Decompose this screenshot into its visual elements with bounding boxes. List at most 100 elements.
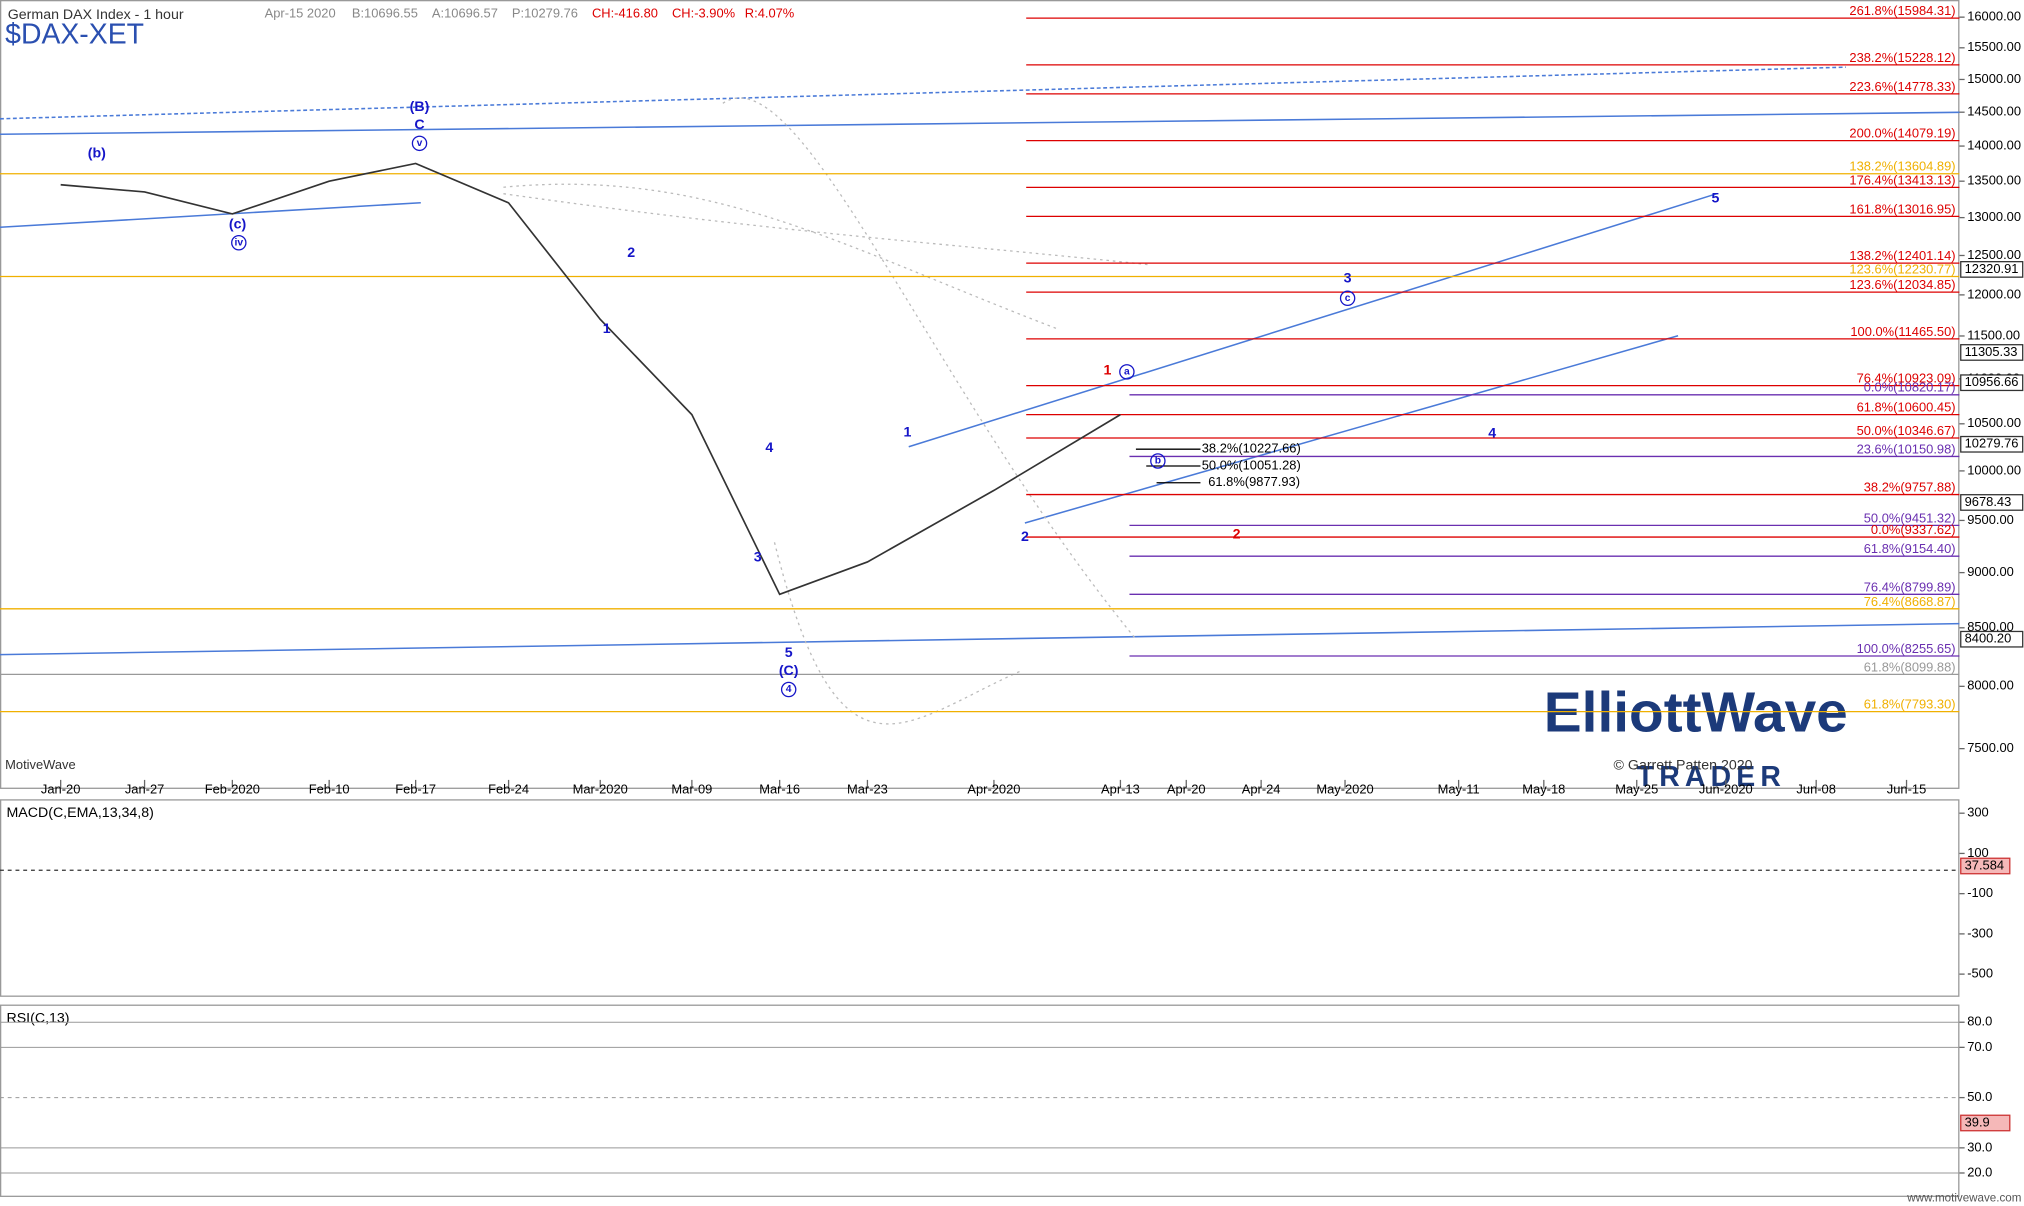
- wave-label: c: [1345, 293, 1351, 304]
- wave-label: 5: [1712, 191, 1720, 207]
- fib-label: 123.6%(12034.85): [1849, 277, 1955, 292]
- wave-circle: [1339, 290, 1356, 307]
- y-tick-label: 11500.00: [1967, 327, 2020, 342]
- wave-label: (b): [88, 145, 106, 161]
- y-tick-label: 80.0: [1967, 1014, 1992, 1029]
- wave-label: (c): [229, 216, 247, 232]
- y-tick-label: 50.0: [1967, 1089, 1992, 1104]
- wave-label: 1: [903, 424, 911, 440]
- fib-label: 23.6%(10150.98): [1857, 441, 1956, 456]
- wave-label: 2: [1233, 526, 1241, 542]
- value-tag-label: 37.584: [1965, 857, 2004, 872]
- y-tick-label: 8500.00: [1967, 619, 2014, 634]
- x-tick-label: Mar-16: [759, 782, 800, 797]
- moving-average: [503, 193, 1149, 266]
- x-tick-label: May-25: [1615, 782, 1658, 797]
- fib-label: 138.2%(12401.14): [1849, 248, 1955, 263]
- price-tag-label: 9678.43: [1965, 494, 2012, 509]
- trend-line: [0, 622, 1960, 656]
- fib-label: 61.8%(7793.30): [1864, 697, 1956, 712]
- rsi-panel: [0, 1004, 1960, 1197]
- macd-title: MACD(C,EMA,13,34,8): [6, 805, 153, 821]
- y-tick-label: 8000.00: [1967, 678, 2014, 693]
- price-tag: [1960, 374, 2024, 392]
- trend-lines: [0, 66, 1960, 656]
- header-field: B:10696.55: [352, 6, 418, 21]
- x-tick-label: Mar-23: [847, 782, 888, 797]
- fib-label: 61.8%(8099.88): [1864, 659, 1956, 674]
- fib-label: 123.6%(12230.77): [1849, 261, 1955, 276]
- wave-label: a: [1124, 367, 1130, 378]
- header-field: CH:-3.90%: [672, 6, 736, 21]
- fib-label: 223.6%(14778.33): [1849, 79, 1955, 94]
- y-tick-label: 13000.00: [1967, 209, 2021, 224]
- fib-label: 61.8%(10600.45): [1857, 400, 1956, 415]
- y-tick-label: 300: [1967, 805, 1989, 820]
- fib-label: 0.0%(9337.62): [1871, 522, 1956, 537]
- moving-averages: [503, 97, 1149, 725]
- wave-label: 3: [754, 550, 762, 566]
- wave-label: (B): [410, 99, 430, 115]
- y-tick-label: -500: [1967, 966, 1993, 981]
- price-tag: [1960, 494, 2024, 511]
- y-tick-label: 12500.00: [1967, 247, 2021, 262]
- fib-label: 50.0%(10346.67): [1857, 423, 1956, 438]
- watermark: MotiveWave: [5, 757, 76, 772]
- fib-label: 176.4%(13413.13): [1849, 172, 1955, 187]
- wave-label: C: [414, 117, 424, 133]
- logo-bottom: TRADER: [1637, 761, 1786, 793]
- fib-label: 38.2%(9757.88): [1864, 480, 1956, 495]
- trend-line: [0, 201, 421, 229]
- macd-panel: [0, 799, 1960, 997]
- x-tick-label: Feb-10: [309, 782, 350, 797]
- price-tag: [1960, 344, 2024, 361]
- fib-label: 100.0%(11465.50): [1850, 324, 1955, 339]
- wave-label: 3: [1344, 271, 1352, 287]
- x-tick-label: Jun-08: [1796, 782, 1835, 797]
- x-tick-label: Jan-27: [125, 782, 164, 797]
- x-tick-label: Mar-09: [671, 782, 712, 797]
- wave-label: 4: [786, 684, 792, 695]
- y-tick-label: -300: [1967, 925, 1993, 940]
- x-tick-label: Mar-2020: [573, 782, 628, 797]
- chart-title: German DAX Index - 1 hour: [8, 7, 184, 23]
- fib-label: 50.0%(9451.32): [1864, 510, 1956, 525]
- y-tick-label: 12000.00: [1967, 286, 2021, 301]
- small-fib-label: 38.2%(10227.66): [1202, 441, 1301, 456]
- header-field: A:10696.57: [432, 6, 498, 21]
- y-tick-label: 14500.00: [1967, 104, 2021, 119]
- y-tick-label: 16000.00: [1967, 9, 2021, 24]
- trend-line: [1024, 334, 1679, 524]
- header-field: Apr-15 2020: [265, 6, 336, 21]
- y-tick-label: 9000.00: [1967, 564, 2014, 579]
- y-tick-label: 9500.00: [1967, 512, 2014, 527]
- value-tag: [1960, 857, 2011, 875]
- y-tick-label: 15000.00: [1967, 71, 2021, 86]
- wave-circle: [1119, 364, 1135, 380]
- wave-label: 1: [603, 321, 611, 337]
- value-tag-label: 39.9: [1965, 1114, 1990, 1129]
- wave-label: (C): [779, 663, 799, 679]
- moving-average: [773, 542, 1021, 725]
- y-tick-label: 14000.00: [1967, 137, 2021, 152]
- x-tick-label: Feb-17: [395, 782, 436, 797]
- fib-label: 138.2%(13604.89): [1849, 159, 1955, 174]
- fib-label: 0.0%(10820.17): [1864, 380, 1956, 395]
- header-field: CH:-416.80: [592, 6, 658, 21]
- small-fib-label: 61.8%(9877.93): [1208, 474, 1300, 489]
- logo-top: ElliottWave: [1544, 682, 1848, 745]
- site: www.motivewave.com: [1906, 1191, 2021, 1204]
- y-tick-label: -100: [1967, 885, 1993, 900]
- x-tick-label: May-18: [1522, 782, 1565, 797]
- y-tick-label: 15500.00: [1967, 39, 2021, 54]
- value-tag: [1960, 1114, 2011, 1132]
- wave-circle: [411, 135, 428, 152]
- y-tick-label: 100: [1967, 845, 1989, 860]
- x-tick-label: Jan-20: [41, 782, 80, 797]
- trend-line: [0, 111, 1960, 136]
- x-tick-label: Feb-24: [488, 782, 529, 797]
- y-tick-label: 10500.00: [1967, 415, 2021, 430]
- price-tag: [1960, 630, 2024, 648]
- moving-average: [503, 183, 1059, 330]
